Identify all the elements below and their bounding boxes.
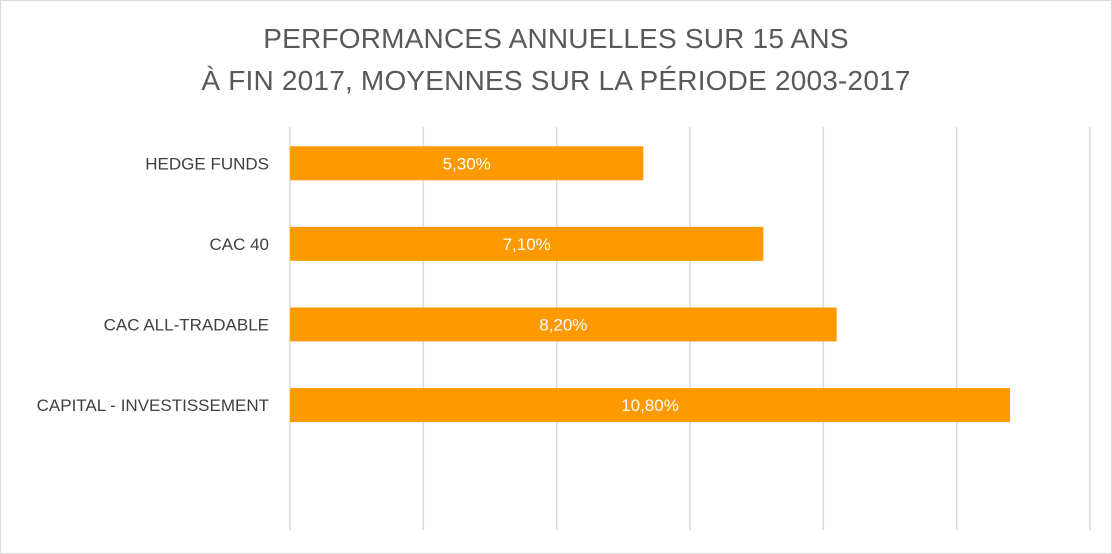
data-label: 10,80%	[621, 396, 679, 415]
category-label: HEDGE FUNDS	[145, 154, 269, 173]
category-label: CAPITAL - INVESTISSEMENT	[37, 396, 269, 415]
bar	[290, 307, 837, 342]
category-label: CAC 40	[209, 235, 269, 254]
data-label: 8,20%	[539, 315, 587, 334]
bar	[290, 226, 764, 261]
data-label: 5,30%	[443, 154, 491, 173]
bar	[290, 388, 1010, 423]
data-label: 7,10%	[503, 235, 551, 254]
bar	[290, 146, 644, 181]
category-label: CAC ALL-TRADABLE	[104, 315, 269, 334]
chart-title-line-1: PERFORMANCES ANNUELLES SUR 15 ANS	[263, 23, 849, 54]
chart-title-line-2: À FIN 2017, MOYENNES SUR LA PÉRIODE 2003…	[201, 65, 911, 96]
chart-title: PERFORMANCES ANNUELLES SUR 15 ANS À FIN …	[0, 18, 1112, 102]
